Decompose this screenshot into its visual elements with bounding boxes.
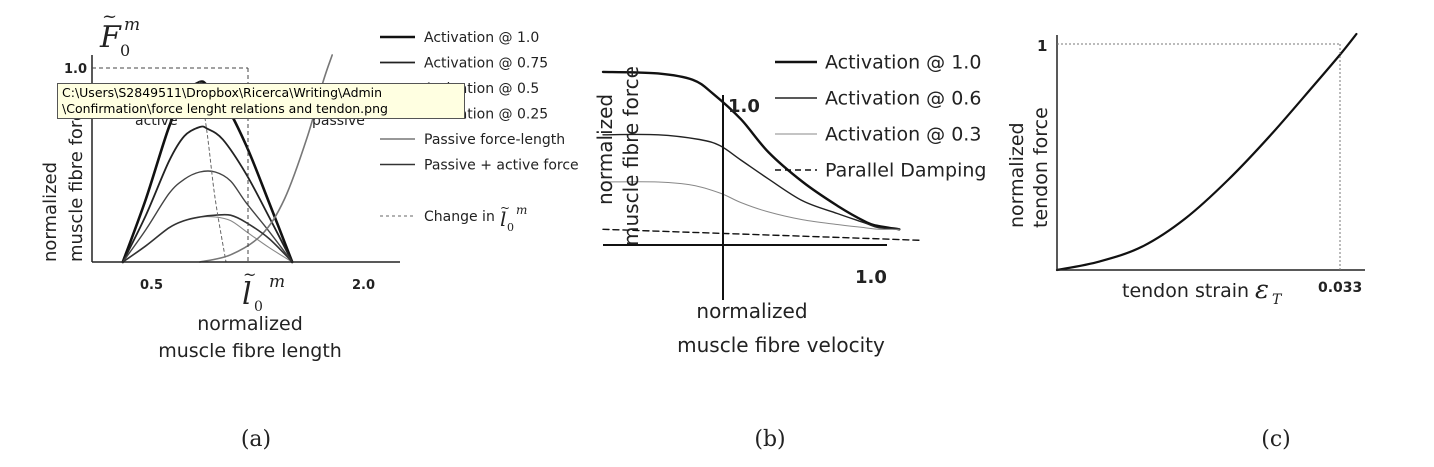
panel-b-legend-label-1: Activation @ 0.6: [825, 88, 981, 110]
panel-b: 1.0 1.0 normalized muscle fibre force no…: [593, 52, 987, 452]
panel-a-xtick-mid-tilde: ~: [243, 265, 256, 284]
panel-b-series-line-1: [602, 133, 900, 230]
panel-b-xlabel-line2: muscle fibre velocity: [677, 333, 885, 357]
panel-b-series-line-2: [602, 181, 900, 230]
panel-a: F ~ 0 m 1.0 normalized muscle fibre forc…: [40, 6, 579, 452]
panel-a-legend-label-1: Activation @ 0.75: [424, 55, 548, 71]
panel-a-legend-label-0: Activation @ 1.0: [424, 30, 539, 46]
tooltip-line-2: \Confirmation\force lenght relations and…: [62, 101, 388, 116]
panel-a-legend-change-sub: 0: [507, 221, 514, 234]
panel-a-legend-label-5: Passive + active force: [424, 157, 579, 173]
panel-c-xtick: 0.033: [1318, 280, 1362, 296]
panel-a-legend-item-change: Change in ~ l 0 m: [380, 201, 527, 234]
panel-b-series-line-3: [602, 228, 921, 241]
panel-c-xlabel-sub: T: [1272, 292, 1283, 308]
panel-a-caption: (a): [241, 427, 271, 452]
panel-a-legend-label-change: Change in: [424, 209, 495, 225]
panel-b-legend: Activation @ 1.0 Activation @ 0.6 Activati…: [775, 52, 987, 182]
panel-b-legend-label-3: Parallel Damping: [825, 160, 987, 182]
panel-a-series-line-1: [121, 125, 294, 263]
panel-a-series-line-2: [122, 170, 293, 263]
panel-c-ylabel-line1: normalized: [1006, 122, 1028, 228]
panel-b-ylabel-line1: normalized: [593, 94, 617, 205]
panel-b-plot-area: [601, 70, 921, 241]
panel-b-legend-label-2: Activation @ 0.3: [825, 124, 981, 146]
panel-a-xtick-mid-sub: 0: [254, 299, 263, 315]
panel-c-ylabel-line2: tendon force: [1030, 107, 1052, 228]
panel-a-legend-label-4: Passive force-length: [424, 132, 565, 148]
panel-a-ylabel-line1: normalized: [40, 162, 61, 262]
panel-a-ytick: 1.0: [64, 62, 87, 77]
panel-c: 1 0.033 normalized tendon force tendon s…: [1006, 32, 1365, 452]
panel-c-caption: (c): [1261, 427, 1291, 452]
panel-a-legend-change-symbol: l: [500, 207, 506, 231]
panel-b-xtick: 1.0: [855, 267, 887, 288]
panel-a-series-line-6: [199, 81, 227, 263]
panel-c-xlabel-symbol: ε: [1255, 275, 1269, 305]
panel-a-xlabel-line1: normalized: [197, 313, 303, 335]
panel-b-xlabel-line1: normalized: [696, 299, 807, 323]
panel-c-ytick: 1: [1037, 37, 1047, 55]
panel-a-xtick-right: 2.0: [352, 278, 375, 293]
panel-b-ylabel-line2: muscle fibre force: [619, 66, 643, 246]
panel-a-xlabel-line2: muscle fibre length: [158, 340, 342, 362]
panel-a-series-line-4: [199, 54, 333, 263]
panel-c-plot-area: [1055, 32, 1358, 272]
file-path-tooltip: C:\Users\S2849511\Dropbox\Ricerca\Writin…: [57, 83, 465, 119]
panel-a-legend-change-tilde: ~: [500, 201, 510, 215]
panel-a-ytitle-tilde: ~: [102, 6, 117, 27]
panel-a-ytitle-sub: 0: [120, 41, 130, 60]
panel-b-caption: (b): [754, 427, 785, 452]
panel-b-legend-label-0: Activation @ 1.0: [825, 52, 981, 74]
panel-a-plot-area: [121, 54, 333, 264]
panel-a-ytitle-sup: m: [124, 15, 140, 35]
panel-b-series-line-0: [601, 70, 901, 231]
panel-c-xlabel: tendon strain: [1122, 280, 1249, 302]
panel-a-ytitle-symbol: F: [99, 20, 122, 55]
panel-a-xtick-mid-symbol: l: [242, 277, 252, 312]
panel-a-series-line-3: [122, 216, 293, 263]
panel-a-series-line-0: [121, 80, 294, 264]
panel-a-ylabel-line2: muscle fibre force: [66, 100, 87, 262]
panel-a-legend-change-sup: m: [516, 203, 527, 217]
panel-c-series-line-0: [1055, 32, 1358, 272]
tooltip-line-1: C:\Users\S2849511\Dropbox\Ricerca\Writin…: [62, 85, 383, 100]
panel-b-ytick: 1.0: [728, 96, 760, 117]
panel-a-xtick-left: 0.5: [140, 278, 163, 293]
panel-a-series-line-5: [122, 213, 293, 263]
panel-a-xtick-mid-sup: m: [269, 272, 285, 292]
